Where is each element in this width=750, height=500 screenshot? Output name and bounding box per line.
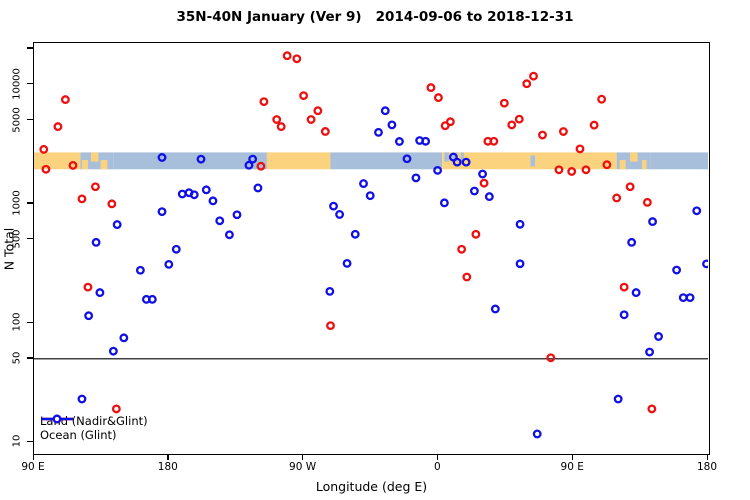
- legend-item-ocean: Ocean (Glint): [40, 414, 148, 442]
- x-tick-mark: [167, 455, 169, 460]
- x-tick-mark: [571, 455, 573, 460]
- y-tick-label: 50: [11, 351, 23, 365]
- x-tick-mark: [32, 455, 34, 460]
- legend: Land (Nadir&Glint) Ocean (Glint): [40, 414, 148, 442]
- x-tick-label: 90 E: [21, 461, 45, 473]
- legend-label-ocean: Ocean (Glint): [40, 428, 117, 442]
- y-tick-mark: [27, 202, 33, 204]
- legend-label-land: Land (Nadir&Glint): [40, 414, 148, 428]
- x-tick-label: 180: [696, 461, 718, 473]
- x-tick-label: 0: [434, 461, 441, 473]
- y-tick-label: 5000: [11, 106, 23, 133]
- x-tick-mark: [436, 455, 439, 460]
- y-tick-mark: [27, 238, 33, 240]
- y-tick-mark: [27, 119, 33, 121]
- y-tick-mark: [27, 83, 33, 85]
- x-tick-mark: [302, 455, 304, 460]
- y-tick-mark: [27, 321, 33, 323]
- y-tick-mark: [27, 357, 33, 359]
- x-tick-label: 90 E: [560, 461, 584, 473]
- y-tick-label: 1000: [11, 190, 23, 216]
- x-tick-label: 90 W: [289, 461, 317, 473]
- ocean-series-marker-icon: [41, 414, 73, 424]
- scatter-canvas: [34, 51, 708, 439]
- plot-area: Land (Nadir&Glint) Ocean (Glint): [33, 42, 710, 455]
- x-axis-label: Longitude (deg E): [315, 479, 428, 494]
- x-tick-mark: [706, 455, 708, 460]
- y-tick-label: 10: [11, 434, 23, 448]
- y-tick-mark: [27, 440, 33, 442]
- y-tick-mark: [27, 47, 33, 49]
- chart-title: 35N-40N January (Ver 9) 2014-09-06 to 20…: [176, 9, 574, 25]
- y-tick-label: 100: [11, 312, 23, 332]
- x-tick-label: 180: [157, 461, 178, 473]
- y-tick-label: 10000: [11, 67, 23, 100]
- y-tick-label: 500: [11, 229, 23, 249]
